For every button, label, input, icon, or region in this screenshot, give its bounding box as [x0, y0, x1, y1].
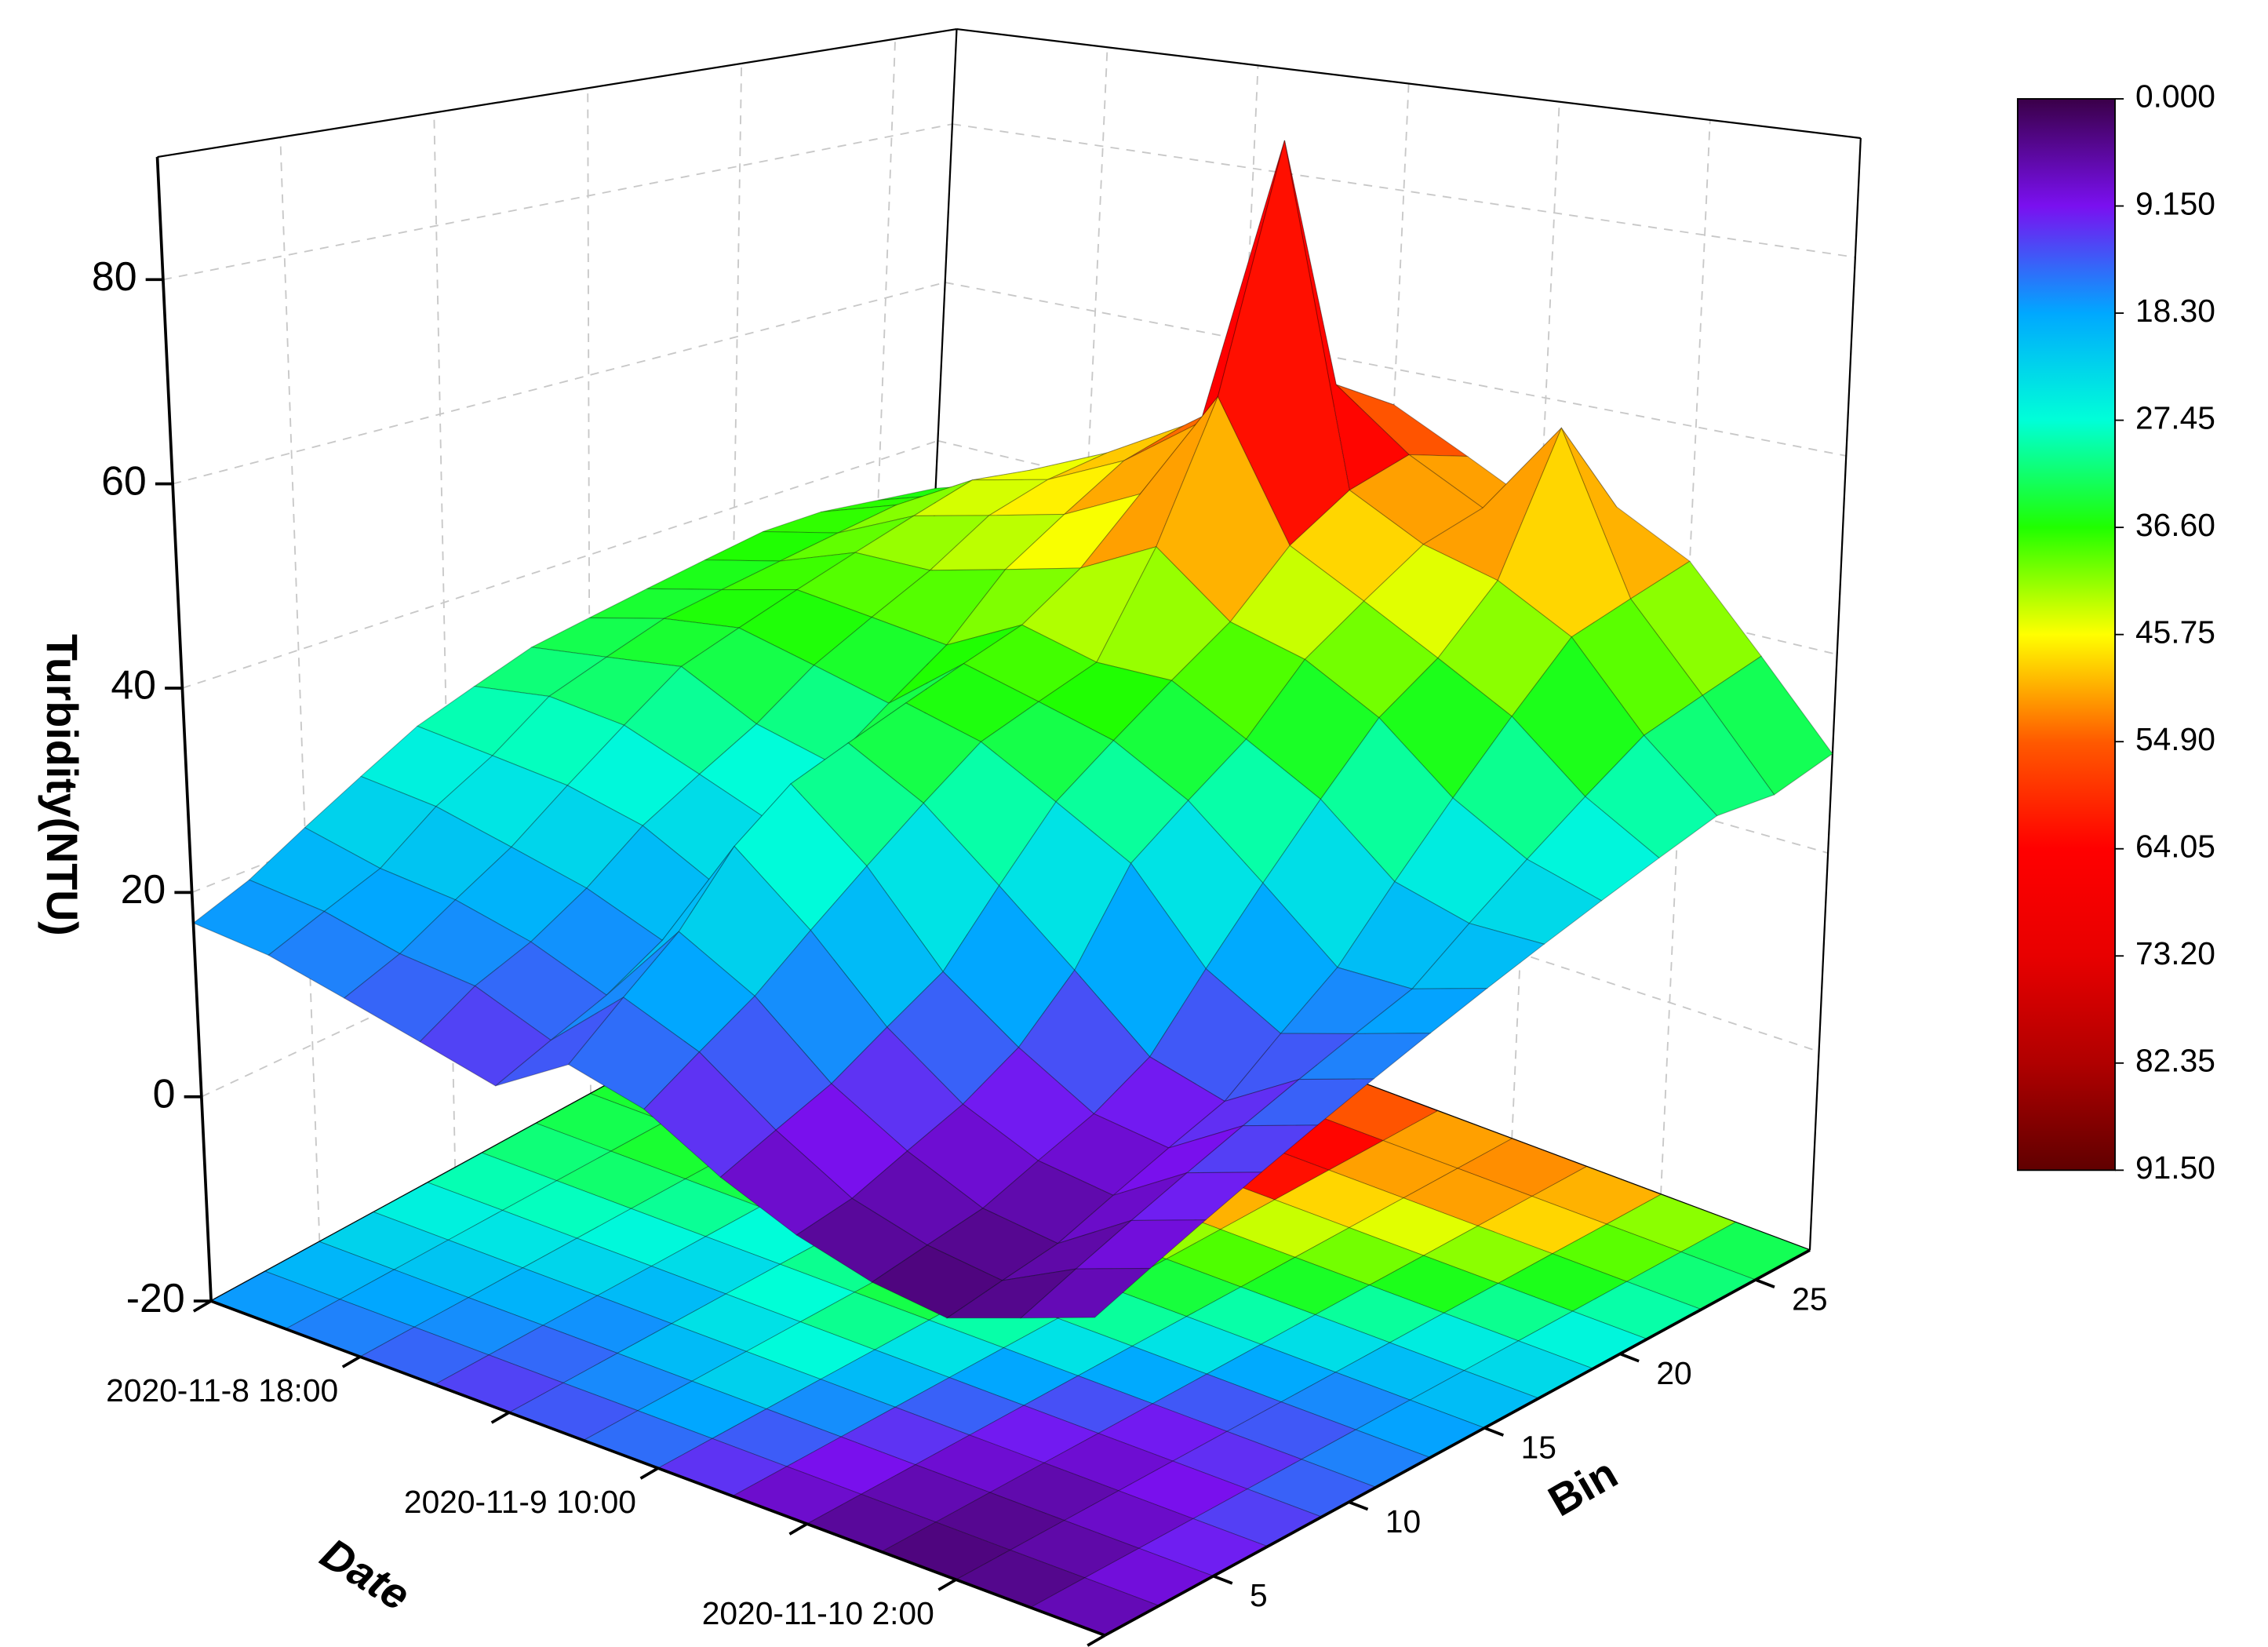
z-tick-label: 60 — [101, 457, 147, 503]
colorbar-tick-label: 64.05 — [2135, 829, 2215, 865]
grid-line — [201, 756, 924, 1098]
colorbar-tick-label: 91.50 — [2135, 1150, 2215, 1186]
x-tick-label: 2020-11-10 2:00 — [702, 1595, 934, 1631]
y-tick-label: 10 — [1385, 1503, 1421, 1540]
colorbar-tick-label: 45.75 — [2135, 614, 2215, 650]
z-tick-label: 20 — [121, 866, 166, 912]
colorbar — [2016, 98, 2116, 1171]
colorbar-tick-label: 36.60 — [2135, 507, 2215, 543]
surface-cell — [1354, 988, 1489, 1034]
axis-line — [1104, 1248, 1811, 1637]
x-tick — [937, 1578, 957, 1591]
colorbar-tick-label: 18.30 — [2135, 293, 2215, 329]
x-tick — [639, 1467, 659, 1480]
x-tick — [192, 1299, 213, 1313]
y-tick — [1483, 1427, 1505, 1437]
surface-cell — [1298, 1033, 1432, 1080]
z-tick-label: -20 — [126, 1275, 185, 1321]
grid-line — [1064, 47, 1109, 972]
colorbar-tick-label: 82.35 — [2135, 1043, 2215, 1079]
z-axis-title: Turbidity(NTU) — [38, 634, 86, 936]
x-tick — [788, 1522, 808, 1536]
surface-cell — [1130, 1171, 1263, 1222]
y-tick-label: 15 — [1521, 1429, 1556, 1465]
colorbar-tick-label: 0.000 — [2135, 78, 2215, 115]
surface-cell — [1468, 858, 1603, 945]
x-tick-label: 2020-11-9 10:00 — [404, 1484, 636, 1520]
surface-cell — [1185, 1124, 1319, 1174]
box-edge — [157, 27, 957, 159]
grid-line — [1660, 119, 1711, 1195]
x-tick — [490, 1411, 510, 1424]
y-tick-label: 25 — [1792, 1281, 1827, 1317]
y-tick-label: 20 — [1656, 1355, 1691, 1391]
grid-line — [182, 439, 938, 689]
y-tick — [1619, 1352, 1640, 1363]
grid-line — [162, 123, 953, 281]
colorbar-tick-label: 73.20 — [2135, 935, 2215, 971]
x-tick — [1087, 1634, 1106, 1647]
z-tick-label: 40 — [111, 662, 156, 708]
y-tick-label: 5 — [1250, 1577, 1268, 1613]
z-tick-label: 80 — [92, 253, 137, 299]
x-tick — [341, 1355, 361, 1368]
colorbar-tick-label: 9.150 — [2135, 185, 2215, 221]
surface-cell — [1643, 694, 1775, 817]
grid-line — [952, 123, 1855, 258]
box-edge — [1808, 137, 1862, 1251]
x-tick-label: 2020-11-8 18:00 — [106, 1372, 338, 1408]
axis-line — [155, 156, 213, 1302]
colorbar-tick-label: 54.90 — [2135, 721, 2215, 757]
colorbar-tick-label: 27.45 — [2135, 399, 2215, 435]
box-edge — [956, 27, 1861, 140]
grid-line — [279, 137, 321, 1242]
z-tick-label: 0 — [153, 1070, 176, 1116]
y-tick — [1213, 1574, 1233, 1585]
y-tick — [1755, 1278, 1775, 1288]
x-axis-title: Date — [312, 1529, 418, 1620]
grid-line — [172, 282, 945, 485]
surface-cell — [1019, 1267, 1152, 1319]
surface-cell — [1411, 923, 1545, 989]
y-tick — [1348, 1500, 1369, 1511]
